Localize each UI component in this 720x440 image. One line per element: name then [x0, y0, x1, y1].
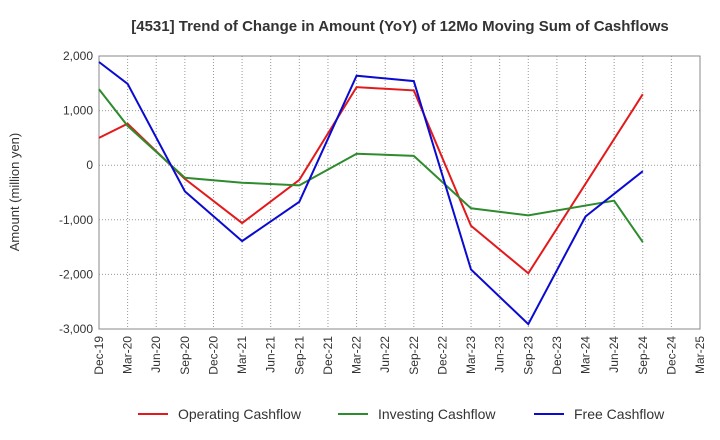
x-tick-label: Mar-24	[579, 336, 593, 374]
x-tick-label: Mar-21	[235, 336, 249, 374]
y-tick-label: -1,000	[59, 213, 93, 227]
legend-label: Investing Cashflow	[378, 406, 496, 422]
y-axis-label: Amount (million yen)	[7, 133, 22, 252]
x-tick-label: Dec-22	[435, 336, 449, 375]
x-tick-label: Sep-21	[292, 336, 306, 375]
x-tick-label: Sep-23	[521, 336, 535, 375]
x-tick-label: Mar-22	[350, 336, 364, 374]
x-tick-label: Dec-19	[92, 336, 106, 375]
x-tick-label: Dec-20	[206, 336, 220, 375]
grid	[99, 56, 700, 329]
x-tick-label: Jun-23	[493, 336, 507, 373]
chart-title: [4531] Trend of Change in Amount (YoY) o…	[131, 18, 669, 35]
y-tick-label: -3,000	[59, 322, 93, 336]
x-tick-label: Mar-20	[121, 336, 135, 374]
y-tick-label: 2,000	[63, 49, 93, 63]
y-tick-label: -2,000	[59, 267, 93, 281]
legend-label: Free Cashflow	[574, 406, 665, 422]
x-tick-label: Jun-24	[607, 336, 621, 373]
x-tick-label: Dec-21	[321, 336, 335, 375]
y-tick-label: 0	[86, 158, 93, 172]
x-tick-label: Sep-24	[636, 336, 650, 375]
x-tick-label: Mar-25	[693, 336, 707, 374]
x-axis: Dec-19 Mar-20 Jun-20 Sep-20 Dec-20 Mar-21 Jun-…	[92, 336, 707, 375]
legend-label: Operating Cashflow	[178, 406, 302, 422]
y-axis: 2,000 1,000 0 -1,000 -2,000 -3,000	[59, 49, 93, 336]
x-tick-label: Dec-24	[664, 336, 678, 375]
x-tick-label: Jun-21	[264, 336, 278, 373]
plot-area	[98, 55, 701, 330]
x-tick-label: Dec-23	[550, 336, 564, 375]
x-tick-label: Mar-23	[464, 336, 478, 374]
x-tick-label: Jun-20	[149, 336, 163, 373]
y-tick-label: 1,000	[63, 104, 93, 118]
x-tick-label: Sep-20	[178, 336, 192, 375]
series-line-investing-cashflow	[98, 88, 644, 243]
legend: Operating Cashflow Investing Cashflow Free…	[138, 406, 665, 422]
series-lines	[98, 61, 644, 326]
series-line-free-cashflow	[98, 61, 644, 326]
x-tick-label: Sep-22	[407, 336, 421, 375]
series-line-operating-cashflow	[98, 86, 644, 275]
x-tick-label: Jun-22	[378, 336, 392, 373]
